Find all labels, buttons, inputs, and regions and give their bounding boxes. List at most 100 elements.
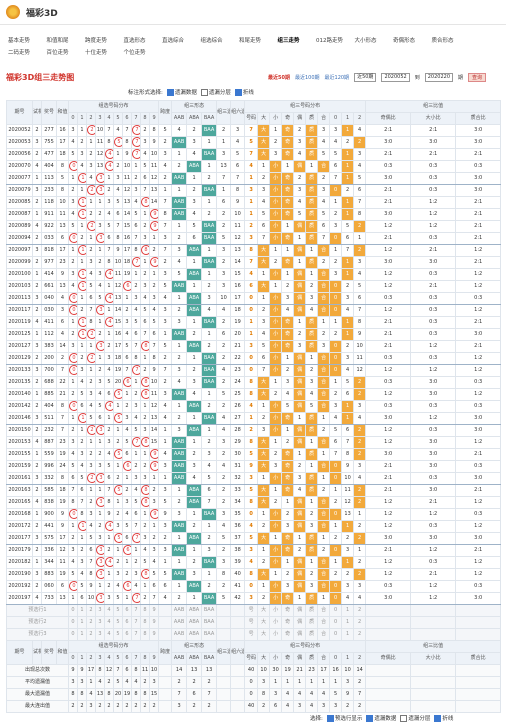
cell: ABA: [186, 304, 203, 317]
cell: 7: [131, 436, 141, 449]
cell: AAB: [171, 136, 188, 149]
cell: 2:1: [455, 196, 502, 209]
checkbox-option[interactable]: 遗漏分层: [200, 88, 231, 96]
nav-link[interactable]: 二码走势: [8, 50, 31, 56]
checkbox-option[interactable]: 遗漏分层: [400, 714, 430, 722]
hit-digit: 8: [141, 245, 149, 255]
cell: 9: [148, 364, 160, 377]
cell: 3: [281, 376, 295, 389]
recent-link[interactable]: 最近50期: [268, 75, 290, 81]
cell: 3: [95, 268, 105, 281]
cell: 8: [122, 136, 132, 149]
to-input[interactable]: 2020220: [424, 73, 454, 82]
cell: 偶: [293, 352, 307, 365]
query-button[interactable]: 查询: [468, 73, 487, 82]
cell: 18: [56, 484, 69, 497]
header-cell: 质合比: [455, 112, 502, 125]
cell: 1: [77, 196, 87, 209]
checkbox-option[interactable]: 遗漏数据: [166, 88, 197, 96]
checkbox-option[interactable]: 预选行显示: [326, 714, 362, 722]
cell: 3: [122, 316, 132, 329]
cell: 1: [281, 424, 295, 437]
cell: 16: [56, 124, 69, 137]
checkbox[interactable]: [234, 89, 242, 96]
cell: 0: [68, 628, 78, 641]
cell: 1: [293, 316, 307, 329]
cell: 2: [329, 532, 343, 545]
cell: 奇: [281, 340, 295, 353]
nav-link[interactable]: 个位走势: [123, 50, 146, 56]
cell: 偶: [293, 496, 307, 509]
cell: 3: [305, 580, 319, 593]
cell: 1: [86, 196, 96, 209]
checkbox[interactable]: [200, 89, 208, 96]
nav-link[interactable]: 奇偶形态: [393, 38, 416, 44]
cell: [455, 700, 502, 713]
checkbox-option[interactable]: 遗漏数据: [366, 714, 396, 722]
cell: 1: [104, 568, 114, 581]
nav-link[interactable]: 组选综合: [200, 38, 223, 44]
cell: 2: [86, 220, 96, 233]
nav-link[interactable]: 012路走势: [316, 38, 343, 44]
cell: 10: [257, 664, 271, 677]
nav-link[interactable]: 十位走势: [85, 50, 108, 56]
cell: 2: [305, 364, 319, 377]
cell: 奇: [281, 196, 295, 209]
cell: 4: [305, 388, 319, 401]
cell: 2: [317, 424, 331, 437]
nav-link[interactable]: 质合形态: [431, 38, 454, 44]
nav-link[interactable]: 跨度走势: [85, 38, 108, 44]
cell: ABA: [186, 268, 203, 281]
cell: BAA: [201, 604, 218, 617]
cell: 偶: [293, 400, 307, 413]
nav-link[interactable]: 大小形态: [354, 38, 377, 44]
cell: 23: [56, 436, 69, 449]
cell: 0: [68, 292, 78, 305]
cell: 5: [113, 628, 123, 641]
cell: 5: [341, 376, 355, 389]
cell: 24: [230, 376, 246, 389]
cell: 2: [216, 220, 232, 233]
cell: 10: [122, 160, 132, 173]
cell: 2: [353, 520, 367, 533]
cell: 3:0: [455, 472, 502, 485]
recent-link[interactable]: 最近120期: [324, 75, 350, 81]
header-cell: 5: [113, 652, 123, 665]
checkbox[interactable]: [326, 715, 334, 722]
nav-link[interactable]: 和值和尾: [46, 38, 69, 44]
nav-link[interactable]: 直选综合: [162, 38, 185, 44]
logo: [6, 5, 20, 19]
cell: 5: [113, 676, 123, 689]
cell: 2:1: [365, 484, 412, 497]
cell: 2: [216, 448, 232, 461]
cell: 3: [95, 532, 105, 545]
nav-link[interactable]: 基本走势: [8, 38, 31, 44]
cell: 24: [56, 460, 69, 473]
period-select[interactable]: 近50期: [354, 73, 377, 82]
cell: 3: [216, 244, 232, 257]
cell: 5: [244, 136, 259, 149]
checkbox-option[interactable]: 折线: [234, 88, 254, 96]
checkbox[interactable]: [434, 715, 442, 722]
checkbox[interactable]: [400, 715, 408, 722]
cell: 9: [148, 256, 160, 269]
cell: 4: [341, 592, 355, 605]
nav-link[interactable]: 和尾走势: [239, 38, 262, 44]
row-label: 平均遗漏值: [6, 676, 69, 689]
cell: 2020163: [6, 484, 33, 497]
header-cell: 0: [68, 112, 78, 125]
nav-link[interactable]: 百位走势: [46, 50, 69, 56]
recent-link[interactable]: 最近100期: [294, 75, 320, 81]
checkbox[interactable]: [166, 89, 174, 96]
checkbox[interactable]: [366, 715, 374, 722]
from-input[interactable]: 2020052: [381, 73, 410, 82]
cell: 2: [158, 532, 173, 545]
cell: 8: [140, 340, 150, 353]
header-cell: 组三比值: [365, 640, 502, 653]
cell: 6: [317, 220, 331, 233]
cell: 1:2: [410, 580, 457, 593]
cell: 3: [329, 268, 343, 281]
nav-link[interactable]: 组三走势: [277, 38, 300, 44]
checkbox-option[interactable]: 折线: [434, 714, 453, 722]
nav-link[interactable]: 直选形态: [123, 38, 146, 44]
